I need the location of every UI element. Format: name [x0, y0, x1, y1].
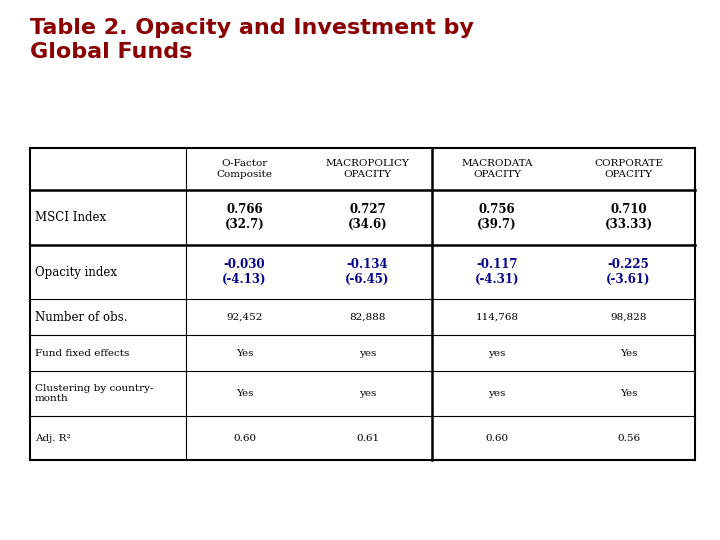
Text: Yes: Yes: [235, 389, 253, 398]
Text: 0.766
(32.7): 0.766 (32.7): [225, 204, 264, 232]
Text: 0.727
(34.6): 0.727 (34.6): [348, 204, 387, 232]
Text: 92,452: 92,452: [226, 313, 263, 322]
Text: Adj. R²: Adj. R²: [35, 434, 71, 443]
Text: 0.56: 0.56: [617, 434, 640, 443]
Text: -0.117
(-4.31): -0.117 (-4.31): [475, 258, 519, 286]
Text: -0.134
(-6.45): -0.134 (-6.45): [346, 258, 390, 286]
Text: Yes: Yes: [620, 389, 637, 398]
Text: -0.225
(-3.61): -0.225 (-3.61): [606, 258, 651, 286]
Text: -0.030
(-4.13): -0.030 (-4.13): [222, 258, 266, 286]
Text: 0.60: 0.60: [485, 434, 509, 443]
Text: O-Factor
Composite: O-Factor Composite: [217, 159, 272, 179]
Text: Fund fixed effects: Fund fixed effects: [35, 349, 130, 357]
Text: MSCI Index: MSCI Index: [35, 211, 106, 224]
Text: Opacity index: Opacity index: [35, 266, 117, 279]
Text: Table 2. Opacity and Investment by
Global Funds: Table 2. Opacity and Investment by Globa…: [30, 18, 474, 62]
Text: Number of obs.: Number of obs.: [35, 310, 127, 324]
Text: 0.710
(33.33): 0.710 (33.33): [604, 204, 652, 232]
Text: Yes: Yes: [235, 349, 253, 357]
Text: 82,888: 82,888: [349, 313, 386, 322]
Text: Yes: Yes: [620, 349, 637, 357]
Text: 0.61: 0.61: [356, 434, 379, 443]
Text: 114,768: 114,768: [476, 313, 518, 322]
Text: yes: yes: [359, 349, 376, 357]
Text: yes: yes: [488, 389, 506, 398]
Text: yes: yes: [488, 349, 506, 357]
Text: Clustering by country-
month: Clustering by country- month: [35, 384, 153, 403]
Text: 0.60: 0.60: [233, 434, 256, 443]
Text: 98,828: 98,828: [611, 313, 647, 322]
Text: yes: yes: [359, 389, 376, 398]
Text: MACROPOLICY
OPACITY: MACROPOLICY OPACITY: [325, 159, 410, 179]
Text: MACRODATA
OPACITY: MACRODATA OPACITY: [462, 159, 533, 179]
Text: 0.756
(39.7): 0.756 (39.7): [477, 204, 517, 232]
Text: CORPORATE
OPACITY: CORPORATE OPACITY: [594, 159, 663, 179]
